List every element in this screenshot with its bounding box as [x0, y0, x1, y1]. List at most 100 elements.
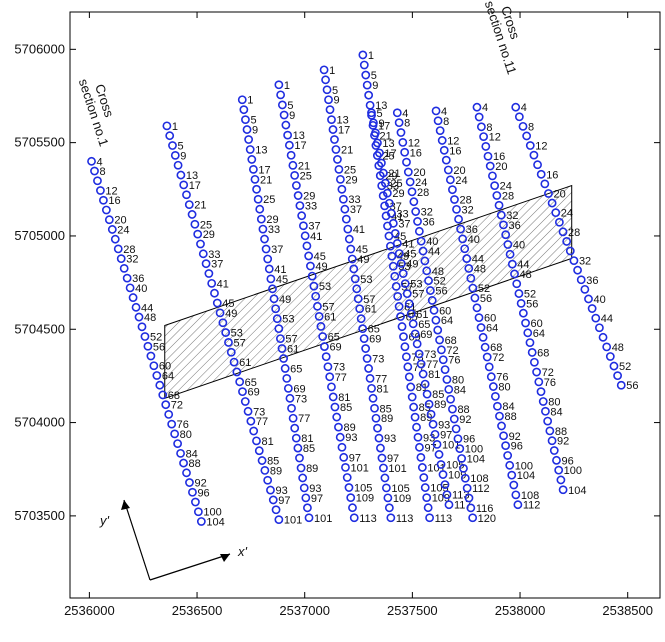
point-label: 41 — [217, 278, 229, 290]
point-label: 5 — [371, 70, 377, 82]
data-point — [404, 372, 414, 382]
point-label: 32 — [421, 207, 433, 219]
data-point — [428, 419, 438, 429]
point-label: 81 — [301, 433, 313, 445]
data-point — [125, 283, 135, 293]
data-point — [373, 138, 382, 148]
data-point — [424, 399, 434, 409]
cross-section-2: 1591317212529333741454953576165697377818… — [162, 121, 302, 527]
point-label: 61 — [239, 357, 251, 369]
point-label: 69 — [293, 383, 305, 395]
point-label: 33 — [348, 194, 360, 206]
data-point — [131, 302, 141, 312]
data-point — [459, 463, 468, 473]
data-point — [333, 155, 342, 164]
data-point — [337, 442, 347, 452]
data-point — [364, 90, 374, 100]
data-point — [472, 102, 482, 112]
data-point — [226, 347, 236, 357]
point-label: 24 — [415, 177, 427, 189]
data-point — [258, 224, 268, 234]
point-label: 92 — [194, 478, 206, 490]
data-point — [280, 364, 290, 373]
x-prime-arrowhead — [220, 554, 230, 562]
data-point — [291, 181, 301, 190]
point-label: 113 — [359, 513, 377, 525]
data-point — [613, 371, 623, 381]
point-label: 17 — [384, 148, 396, 160]
data-point — [416, 452, 426, 462]
point-label: 17 — [378, 120, 390, 132]
point-label: 85 — [267, 456, 279, 468]
data-point — [352, 284, 362, 294]
data-point — [324, 95, 333, 105]
point-label: 28 — [459, 195, 471, 207]
data-point — [369, 118, 378, 128]
data-point — [185, 478, 194, 487]
point-label: 4 — [97, 156, 103, 168]
point-label: 61 — [365, 304, 377, 316]
data-point — [346, 244, 356, 254]
data-point — [409, 402, 419, 412]
point-label: 105 — [354, 483, 372, 495]
data-point — [505, 460, 515, 470]
data-point — [96, 186, 105, 195]
data-point — [343, 224, 353, 234]
data-point — [445, 175, 455, 185]
data-point — [300, 231, 310, 241]
point-label: 8 — [528, 121, 534, 133]
point-label: 13 — [186, 170, 198, 182]
data-point — [296, 463, 306, 473]
data-point — [436, 460, 446, 469]
data-point — [297, 211, 307, 221]
data-point — [256, 214, 266, 224]
point-label: 52 — [478, 283, 490, 295]
data-point — [427, 296, 437, 305]
data-point — [405, 177, 415, 187]
point-label: 45 — [404, 248, 416, 260]
data-point — [400, 279, 410, 289]
data-point — [464, 493, 474, 503]
point-label: 101 — [314, 513, 332, 525]
data-point — [387, 251, 397, 261]
data-point — [146, 351, 156, 361]
point-label: 76 — [496, 372, 508, 384]
data-point — [474, 313, 484, 323]
point-label: 108 — [521, 490, 539, 502]
data-point — [196, 239, 205, 249]
data-point — [204, 269, 214, 278]
data-point — [384, 503, 394, 513]
data-point — [287, 403, 296, 413]
data-point — [304, 513, 314, 523]
data-point — [432, 439, 442, 449]
data-point — [453, 434, 463, 444]
data-point — [499, 431, 508, 441]
data-point — [341, 214, 351, 224]
data-point — [282, 374, 292, 383]
point-label: 69 — [369, 334, 381, 346]
data-point — [325, 105, 335, 115]
data-point — [444, 384, 454, 394]
data-point — [404, 299, 414, 309]
point-label: 104 — [467, 453, 485, 465]
data-point — [374, 161, 384, 170]
point-label: 4 — [482, 102, 488, 114]
point-label: 56 — [480, 293, 492, 305]
data-point — [362, 80, 372, 90]
point-label: 60 — [439, 305, 451, 317]
data-point — [316, 322, 326, 331]
point-label: 9 — [252, 125, 258, 137]
point-label: 116 — [476, 503, 494, 515]
data-point — [356, 314, 366, 324]
data-point — [344, 234, 354, 244]
data-point — [170, 150, 180, 160]
point-label: 9 — [180, 150, 186, 162]
point-label: 32 — [462, 204, 474, 216]
data-point — [341, 463, 350, 472]
data-point — [176, 448, 185, 458]
data-point — [414, 226, 424, 236]
data-point — [291, 433, 301, 443]
data-point — [229, 357, 239, 367]
data-point — [215, 308, 225, 318]
